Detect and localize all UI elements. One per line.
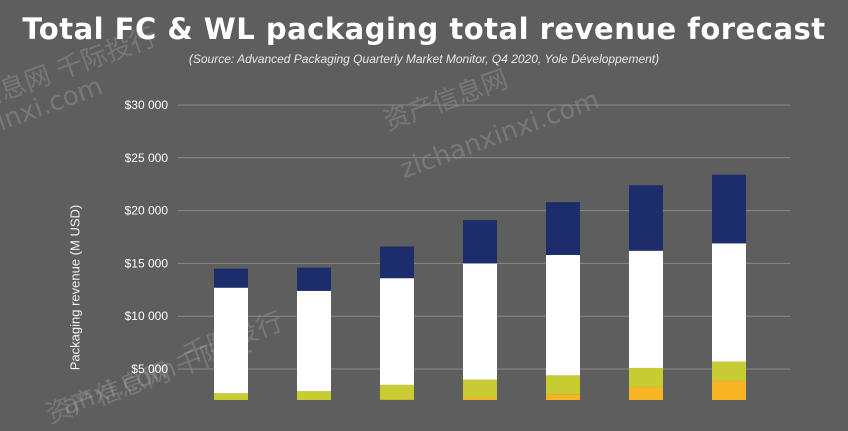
chart-subtitle: (Source: Advanced Packaging Quarterly Ma… [0,52,848,66]
y-tick-label: $30 000 [125,98,169,112]
bar-segment [214,393,248,400]
bar-segment [546,375,580,394]
bar-segment [546,394,580,400]
y-tick-label: $5 000 [131,362,168,376]
chart-stage: 信息网 千际投行 xinxi.com 资产信息网 zichanxinxi.com… [0,0,848,400]
y-tick-label: $25 000 [125,151,169,165]
bar-segment [629,185,663,250]
y-tick-label: $20 000 [125,204,169,218]
y-tick-label: $15 000 [125,256,169,270]
bar-segment [214,288,248,394]
y-tick-label: $10 000 [125,309,169,323]
bar-segment [380,385,414,400]
bar-segment [214,269,248,288]
bar-segment [629,368,663,387]
bar-segment [297,268,331,291]
bar-segment [712,381,746,400]
bar-segment [463,220,497,263]
bar-segment [546,255,580,375]
bar-segment [629,387,663,400]
bar-segment [712,362,746,381]
bar-segment [380,247,414,279]
bar-segment [297,291,331,391]
y-axis-ticks: $30 000 $25 000 $20 000 $15 000 $10 000 $5 00… [125,98,169,376]
y-axis-label: Packaging revenue (M USD) [68,178,83,398]
bar-segment [463,263,497,379]
bar-segment [380,278,414,385]
bar-segment [712,243,746,361]
chart-title: Total FC & WL packaging total revenue fo… [0,12,848,46]
bar-segment [297,391,331,400]
bar-segment [629,251,663,368]
bar-segment [712,175,746,244]
bars [214,175,746,400]
bar-segment [463,380,497,398]
bar-segment [546,202,580,255]
